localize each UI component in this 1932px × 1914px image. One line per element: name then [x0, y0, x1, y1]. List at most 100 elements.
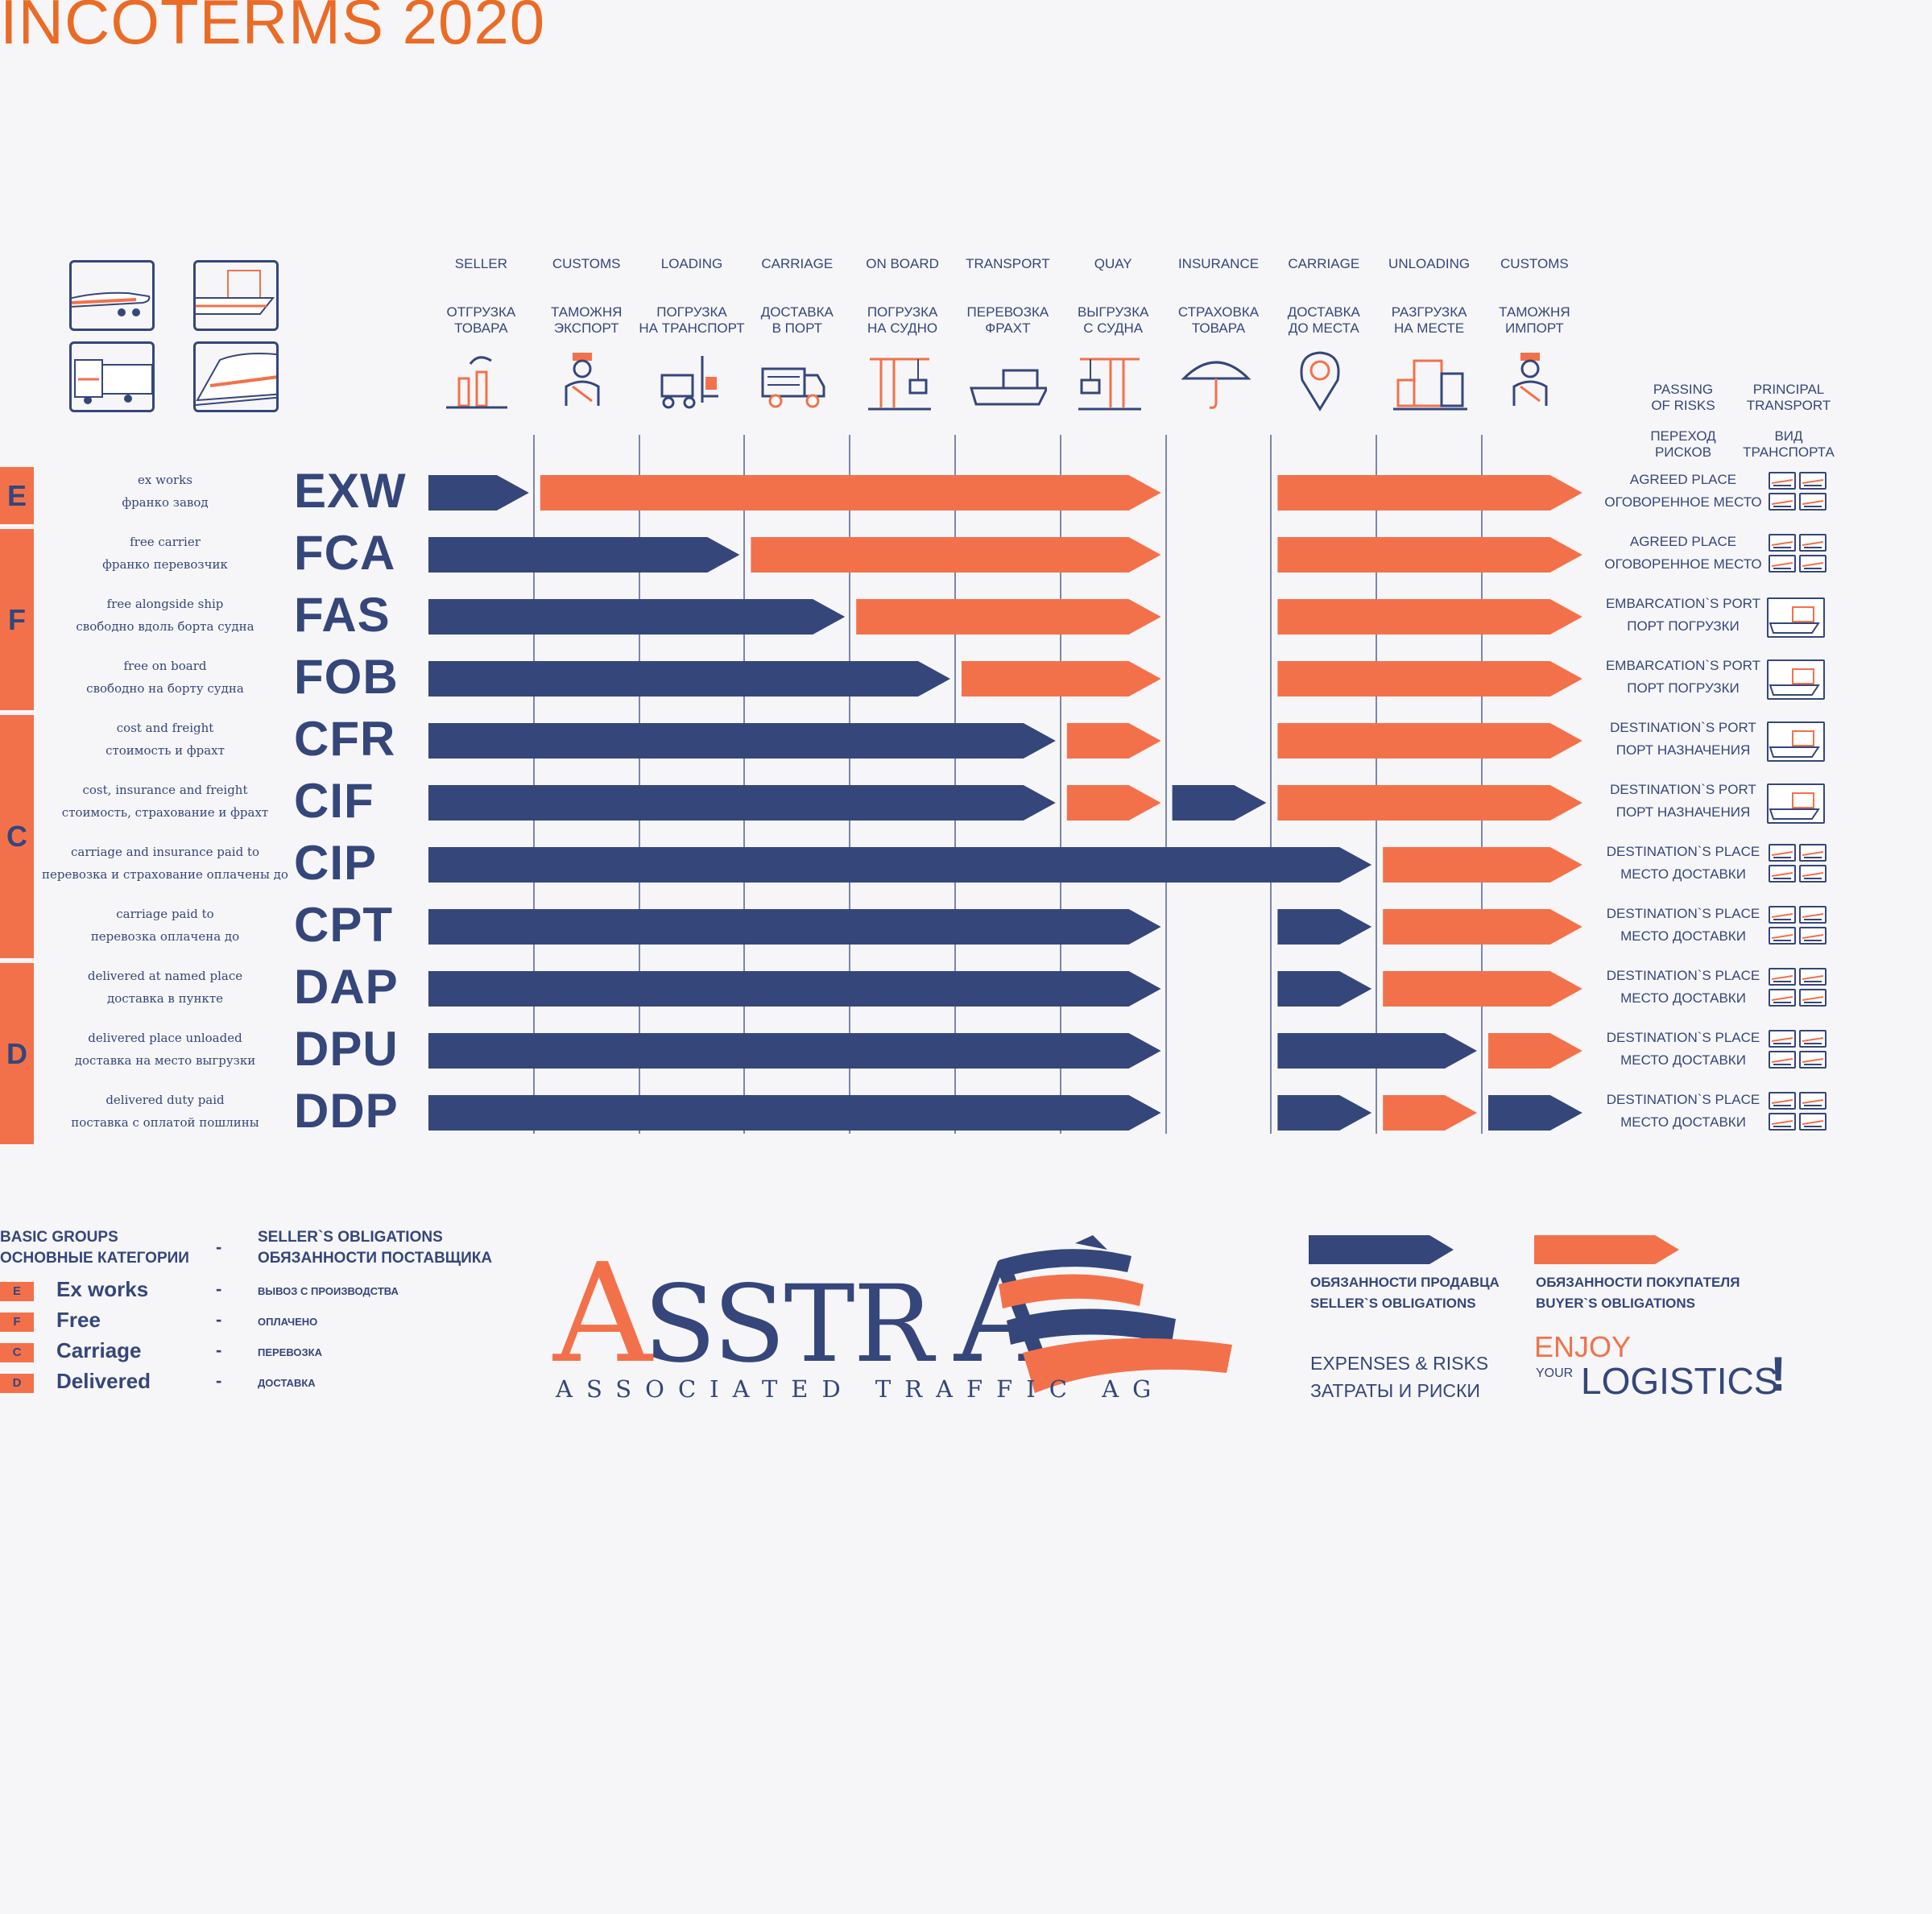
- fob-seller-segment: [428, 661, 950, 697]
- term-desc-ru: доставка на место выгрузки: [74, 1053, 256, 1068]
- column-header-ru: ДОСТАВКА В ПОРТ: [760, 304, 834, 336]
- map-pin-icon: [1286, 348, 1363, 418]
- term-description: carriage paid to перевозка оплачена до: [32, 903, 298, 948]
- column-divider: [849, 435, 851, 1134]
- legend-groups-header: BASIC GROUPS ОСНОВНЫЕ КАТЕГОРИИ: [0, 1227, 189, 1269]
- fca-buyer-segment: [1277, 537, 1582, 573]
- term-desc-en: delivered at named place: [87, 969, 243, 983]
- passing-of-risk: DESTINATION`S PLACE МЕСТО ДОСТАВКИ: [1591, 903, 1776, 948]
- legend-name: Free: [56, 1308, 101, 1332]
- sea-transport-icon: [1767, 597, 1825, 638]
- term-code-dpu: DPU: [294, 1022, 399, 1076]
- term-description: free alongside ship свободно вдоль борта …: [32, 593, 298, 638]
- term-desc-ru: свободно вдоль борта судна: [76, 619, 254, 634]
- cif-buyer-segment: [1277, 785, 1582, 821]
- term-desc-ru: поставка с оплатой пошлины: [71, 1115, 259, 1130]
- legend-oblig-en: SELLER`S OBLIGATIONS: [258, 1229, 443, 1246]
- umbrella-icon: [1181, 348, 1258, 418]
- column-divider: [1059, 435, 1061, 1134]
- passing-of-risk: DESTINATION`S PLACE МЕСТО ДОСТАВКИ: [1591, 965, 1776, 1010]
- truck-icon: [759, 348, 837, 418]
- term-desc-en: ex works: [138, 473, 192, 487]
- group-e-bar: E: [0, 467, 34, 524]
- cpt-seller-segment: [1277, 909, 1372, 945]
- term-description: cost and freight стоимость и фрахт: [32, 717, 298, 762]
- customs-officer-icon: [548, 348, 626, 418]
- column-header-en: INSURANCE: [1177, 256, 1260, 271]
- column-divider: [1270, 435, 1272, 1134]
- dap-seller-segment: [428, 971, 1161, 1007]
- term-description: free on board свободно на борту судна: [32, 655, 298, 700]
- legend-groups-ru: ОСНОВНЫЕ КАТЕГОРИИ: [0, 1250, 189, 1267]
- term-code-cfr: CFR: [294, 712, 396, 766]
- term-desc-ru: франко перевозчик: [102, 557, 228, 572]
- risk-en: DESTINATION`S PLACE: [1606, 906, 1760, 921]
- legend-badge: D: [0, 1374, 34, 1393]
- legend-name: Ex works: [56, 1277, 149, 1301]
- fas-buyer-segment: [856, 599, 1161, 635]
- passing-of-risk: AGREED PLACE ОГОВОРЕННОЕ МЕСТО: [1591, 531, 1776, 576]
- risk-ru: ОГОВОРЕННОЕ МЕСТО: [1604, 556, 1762, 572]
- column-header-ru: СТРАХОВКА ТОВАРА: [1177, 304, 1260, 336]
- seller-key-arrow: [1309, 1235, 1454, 1264]
- legend-badge: C: [0, 1343, 34, 1362]
- passing-of-risk: DESTINATION`S PORT ПОРТ НАЗНАЧЕНИЯ: [1591, 717, 1776, 762]
- term-desc-en: free alongside ship: [106, 597, 224, 611]
- risk-en: DESTINATION`S PORT: [1610, 782, 1756, 797]
- term-desc-en: cost and freight: [116, 721, 214, 735]
- risk-ru: МЕСТО ДОСТАВКИ: [1620, 1114, 1746, 1130]
- ddp-seller-segment: [1488, 1095, 1582, 1131]
- term-description: delivered duty paid поставка с оплатой по…: [32, 1089, 298, 1134]
- fca-buyer-segment: [751, 537, 1161, 573]
- cif-buyer-segment: [1066, 785, 1161, 821]
- term-desc-en: free on board: [123, 659, 207, 673]
- passing-of-risk: EMBARCATION`S PORT ПОРТ ПОГРУЗКИ: [1591, 655, 1776, 700]
- fob-buyer-segment: [962, 661, 1161, 697]
- dpu-seller-segment: [1277, 1033, 1477, 1069]
- column-header-ru: РАЗГРУЗКА НА МЕСТЕ: [1391, 304, 1467, 336]
- exw-seller-segment: [428, 475, 529, 511]
- risk-ru: ПОРТ НАЗНАЧЕНИЯ: [1616, 804, 1751, 820]
- legend-badge: E: [0, 1282, 34, 1301]
- plane-mini-icon: [1769, 534, 1796, 552]
- risk-en: EMBARCATION`S PORT: [1605, 658, 1761, 673]
- plane-mini-icon: [1769, 472, 1796, 490]
- column-divider: [638, 435, 640, 1134]
- airplane-icon: [55, 260, 155, 331]
- column-divider: [1376, 435, 1378, 1134]
- buyer-key-label: ОБЯЗАННОСТИ ПОКУПАТЕЛЯ BUYER`S OBLIGATIO…: [1536, 1275, 1740, 1311]
- cfr-buyer-segment: [1277, 723, 1582, 759]
- column-header-en: CUSTOMS: [552, 256, 621, 271]
- column-header-en: UNLOADING: [1388, 256, 1471, 271]
- quay-crane-icon: [1075, 348, 1152, 418]
- group-c-bar: C: [0, 715, 34, 958]
- term-desc-ru: свободно на борту судна: [86, 681, 244, 696]
- term-code-ddp: DDP: [294, 1084, 399, 1138]
- group-f-bar: F: [0, 529, 34, 710]
- term-description: delivered at named place доставка в пункт…: [32, 965, 298, 1010]
- term-code-fca: FCA: [294, 526, 396, 580]
- legend-oblig-ru: ОБЯЗАННОСТИ ПОСТАВЩИКА: [258, 1250, 493, 1267]
- risk-en: DESTINATION`S PLACE: [1606, 1092, 1760, 1107]
- term-desc-ru: стоимость, страхование и фрахт: [61, 805, 269, 820]
- risk-en: DESTINATION`S PLACE: [1606, 844, 1760, 859]
- forklift-icon: [654, 348, 731, 418]
- cpt-buyer-segment: [1383, 909, 1582, 945]
- passing-of-risk: DESTINATION`S PLACE МЕСТО ДОСТАВКИ: [1591, 841, 1776, 886]
- ddp-seller-segment: [428, 1095, 1161, 1131]
- legend-ru: ДОСТАВКА: [258, 1377, 316, 1389]
- cfr-seller-segment: [428, 723, 1056, 759]
- dpu-seller-segment: [428, 1033, 1161, 1069]
- term-desc-ru: доставка в пункте: [106, 991, 224, 1006]
- term-code-fas: FAS: [294, 588, 391, 642]
- column-header-en: CARRIAGE: [761, 256, 834, 271]
- column-header-ru: ОТГРУЗКА ТОВАРА: [446, 304, 516, 336]
- risk-en: AGREED PLACE: [1629, 472, 1737, 487]
- fca-seller-segment: [428, 537, 740, 573]
- risk-ru: МЕСТО ДОСТАВКИ: [1620, 928, 1746, 944]
- crane-icon: [865, 348, 942, 418]
- legend-groups-en: BASIC GROUPS: [0, 1229, 118, 1246]
- legend-ru: ОПЛАЧЕНО: [258, 1316, 318, 1328]
- cip-seller-segment: [428, 847, 1372, 883]
- fas-seller-segment: [428, 599, 846, 635]
